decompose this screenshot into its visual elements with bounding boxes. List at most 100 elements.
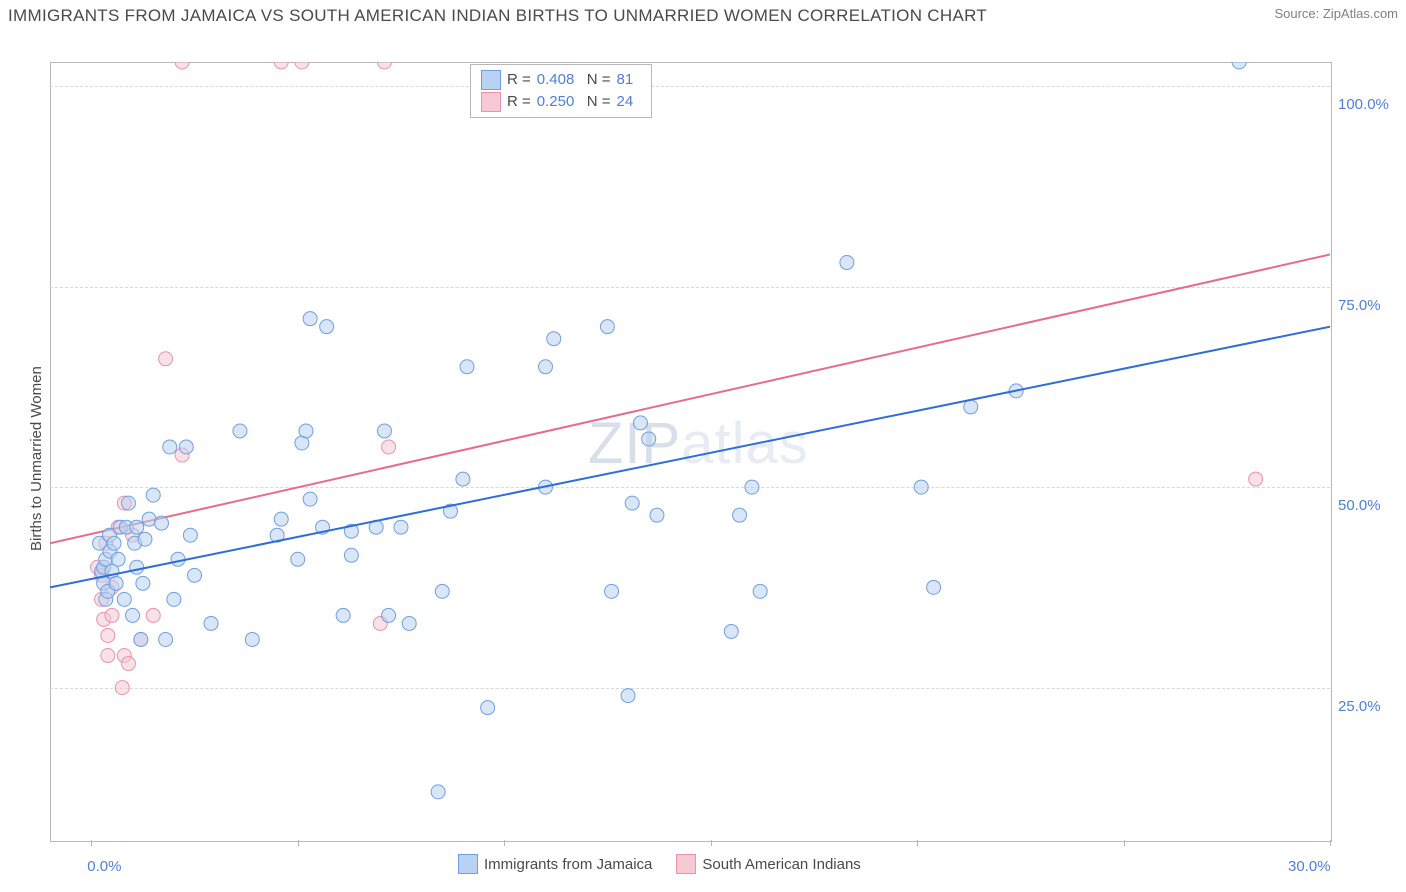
data-point [163,440,177,454]
y-tick-label: 50.0% [1338,497,1381,514]
data-point [481,701,495,715]
data-point [460,360,474,374]
legend-r-value: 0.250 [537,91,581,113]
y-tick-label: 25.0% [1338,698,1381,715]
data-point [621,689,635,703]
data-point [159,352,173,366]
chart-plot-area: 25.0%50.0%75.0%100.0%0.0%30.0%Births to … [8,30,1398,890]
data-point [138,532,152,546]
legend-series: Immigrants from Jamaica South American In… [458,854,861,874]
data-point [914,480,928,494]
plot-svg [8,30,1332,842]
y-tick-label: 75.0% [1338,297,1381,314]
data-point [167,592,181,606]
legend-series-item: South American Indians [676,854,860,874]
data-point [121,657,135,671]
data-point [126,608,140,622]
data-point [291,552,305,566]
data-point [753,584,767,598]
data-point [964,400,978,414]
data-point [733,508,747,522]
trend-line [50,327,1330,588]
chart-title: IMMIGRANTS FROM JAMAICA VS SOUTH AMERICA… [8,6,987,26]
data-point [146,608,160,622]
data-point [394,520,408,534]
legend-n-value: 81 [617,69,641,91]
data-point [175,55,189,69]
source-attribution: Source: ZipAtlas.com [1274,6,1398,21]
data-point [402,616,416,630]
legend-n-value: 24 [617,91,641,113]
data-point [183,528,197,542]
data-point [303,492,317,506]
data-point [142,512,156,526]
data-point [431,785,445,799]
data-point [111,552,125,566]
data-point [320,320,334,334]
legend-swatch [458,854,478,874]
data-point [107,536,121,550]
data-point [154,516,168,530]
data-point [146,488,160,502]
y-tick-label: 100.0% [1338,96,1389,113]
legend-n-label: N = [587,91,611,113]
data-point [274,55,288,69]
data-point [204,616,218,630]
data-point [121,496,135,510]
data-point [605,584,619,598]
x-tick-label: 0.0% [87,858,121,875]
data-point [245,632,259,646]
data-point [600,320,614,334]
data-point [115,681,129,695]
data-point [130,560,144,574]
data-point [117,592,131,606]
data-point [274,512,288,526]
data-point [633,416,647,430]
data-point [456,472,470,486]
legend-swatch [676,854,696,874]
data-point [101,649,115,663]
data-point [382,608,396,622]
data-point [435,584,449,598]
legend-series-label: South American Indians [702,856,860,873]
legend-swatch [481,92,501,112]
data-point [745,480,759,494]
data-point [377,55,391,69]
legend-series-label: Immigrants from Jamaica [484,856,652,873]
data-point [547,332,561,346]
x-tick-label: 30.0% [1288,858,1331,875]
data-point [179,440,193,454]
data-point [101,628,115,642]
data-point [299,424,313,438]
data-point [382,440,396,454]
legend-swatch [481,70,501,90]
data-point [377,424,391,438]
legend-r-value: 0.408 [537,69,581,91]
data-point [642,432,656,446]
data-point [538,360,552,374]
data-point [188,568,202,582]
legend-r-label: R = [507,69,531,91]
data-point [159,632,173,646]
data-point [130,520,144,534]
data-point [233,424,247,438]
data-point [134,632,148,646]
trend-line [50,254,1330,543]
data-point [336,608,350,622]
data-point [303,312,317,326]
data-point [136,576,150,590]
legend-n-label: N = [587,69,611,91]
data-point [344,548,358,562]
legend-correlation: R = 0.408 N = 81 R = 0.250 N = 24 [470,64,652,118]
data-point [109,576,123,590]
chart-header: IMMIGRANTS FROM JAMAICA VS SOUTH AMERICA… [0,0,1406,26]
legend-correlation-row: R = 0.408 N = 81 [481,69,641,91]
legend-correlation-row: R = 0.250 N = 24 [481,91,641,113]
data-point [1232,55,1246,69]
data-point [927,580,941,594]
data-point [625,496,639,510]
data-point [840,256,854,270]
data-point [105,608,119,622]
data-point [295,55,309,69]
legend-r-label: R = [507,91,531,113]
